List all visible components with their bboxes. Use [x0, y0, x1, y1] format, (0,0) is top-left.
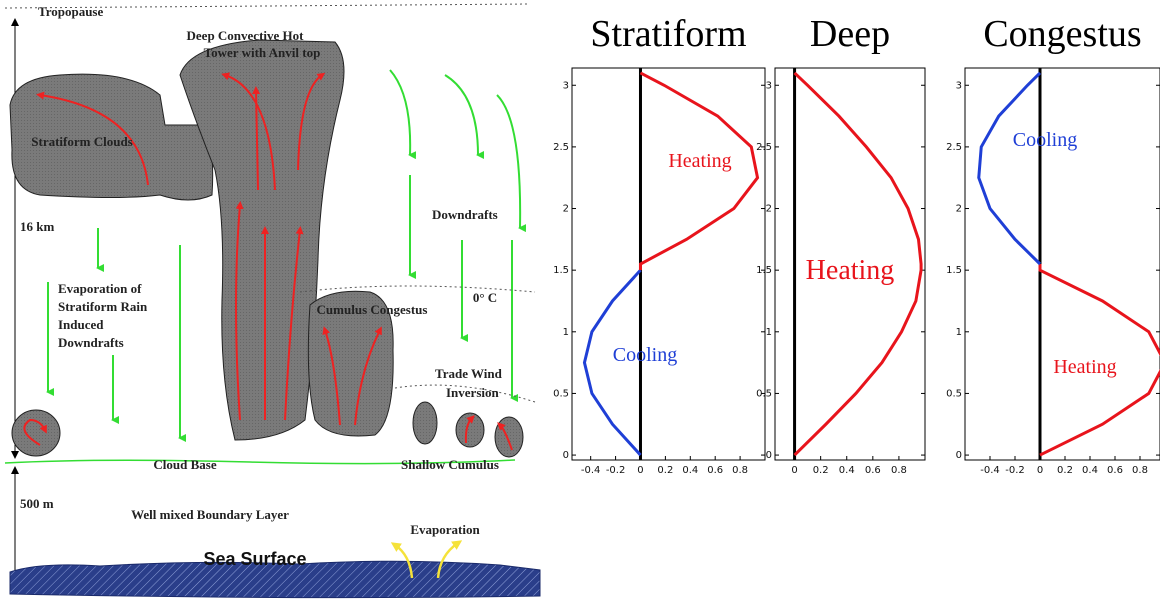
diagram-label: Evaporation	[410, 522, 480, 537]
diagram-label: Stratiform Clouds	[31, 134, 132, 149]
x-tick-label: 0.2	[657, 465, 673, 476]
y-tick-label: 0	[956, 450, 962, 461]
diagram-label: Evaporation of	[58, 281, 142, 296]
diagram-label: Sea Surface	[203, 549, 306, 569]
y-tick-label: 3	[563, 80, 569, 91]
diagram-label: Tropopause	[38, 4, 103, 19]
diagram-label: Shallow Cumulus	[401, 457, 499, 472]
y-tick-label: 1	[956, 327, 962, 338]
x-tick-label: 0.8	[732, 465, 748, 476]
profile-panels: Stratiform 0 0.5 1 1.5 2 2.5 3 -0.4 -0.2 0 0.2 0.4 0.…	[553, 13, 1160, 476]
panel-title: Congestus	[983, 13, 1141, 55]
y-tick-label: 1.5	[553, 265, 569, 276]
y-tick-label: 2	[563, 204, 569, 215]
annotation: Cooling	[613, 344, 677, 366]
annotation: Cooling	[1013, 129, 1077, 151]
panel: Congestus 0 0.5 1 1.5 2 2.5 3 -0.4 -0.2 0 0.2 0.4 0.6…	[946, 13, 1160, 476]
x-tick-label: 0.8	[1132, 465, 1148, 476]
x-tick-label: -0.4	[581, 465, 601, 476]
x-tick-label: 0.2	[813, 465, 829, 476]
diagram-label: Stratiform Rain	[58, 299, 148, 314]
diagram-label: Induced	[58, 317, 104, 332]
x-tick-label: 0	[1037, 465, 1043, 476]
annotation: Heating	[1053, 356, 1116, 378]
y-tick-label: 2.5	[946, 142, 962, 153]
y-tick-label: 0.5	[756, 388, 772, 399]
y-tick-label: 0	[563, 450, 569, 461]
x-tick-label: 0.4	[839, 465, 855, 476]
y-tick-label: 1.5	[946, 265, 962, 276]
diagram-label: Downdrafts	[58, 335, 124, 350]
y-tick-label: 1	[766, 327, 772, 338]
diagram-label: Inversion	[446, 385, 500, 400]
annotation: Heating	[806, 255, 895, 286]
x-tick-label: -0.2	[1005, 465, 1025, 476]
x-tick-label: 0	[637, 465, 643, 476]
shallow-cloud	[456, 413, 484, 447]
shallow-cloud	[495, 417, 523, 457]
x-tick-label: 0.8	[891, 465, 907, 476]
diagram-label: Well mixed Boundary Layer	[131, 507, 289, 522]
x-tick-label: 0.6	[1107, 465, 1123, 476]
y-tick-label: 0.5	[553, 388, 569, 399]
panel: Stratiform 0 0.5 1 1.5 2 2.5 3 -0.4 -0.2 0 0.2 0.4 0.…	[553, 13, 765, 476]
annotation: Heating	[668, 150, 731, 172]
y-tick-label: 2	[766, 204, 772, 215]
diagram-label: 0° C	[473, 290, 497, 305]
y-tick-label: 2.5	[756, 142, 772, 153]
x-tick-label: 0.6	[707, 465, 723, 476]
page: Tropopause Deep Convective Hot Tower with …	[0, 0, 1160, 602]
y-tick-label: 0	[766, 450, 772, 461]
x-tick-label: 0.4	[1082, 465, 1098, 476]
y-tick-label: 0.5	[946, 388, 962, 399]
diagram-label: Cumulus Congestus	[317, 302, 428, 317]
shallow-cloud	[413, 402, 437, 444]
diagram-label: 16 km	[20, 219, 54, 234]
profile-line	[979, 73, 1040, 264]
diagram-label: Deep Convective Hot	[187, 28, 305, 43]
y-tick-label: 2	[956, 204, 962, 215]
x-tick-label: 0	[791, 465, 797, 476]
panel-title: Deep	[810, 13, 890, 55]
diagram-label: Trade Wind	[435, 366, 503, 381]
x-tick-label: -0.4	[980, 465, 1000, 476]
curves	[584, 68, 757, 460]
panel: Deep 0 0.5 1 1.5 2 2.5 3 0 0.2 0.4 0.6 0.8 Heating	[756, 13, 925, 476]
diagram-label: Tower with Anvil top	[204, 45, 321, 60]
freezing-line	[300, 286, 535, 292]
panel-title: Stratiform	[590, 13, 746, 55]
y-tick-label: 3	[766, 80, 772, 91]
y-tick-label: 3	[956, 80, 962, 91]
figure: Tropopause Deep Convective Hot Tower with …	[0, 0, 1160, 602]
x-tick-label: 0.6	[865, 465, 881, 476]
y-tick-label: 2.5	[553, 142, 569, 153]
y-tick-label: 1.5	[756, 265, 772, 276]
y-tick-label: 1	[563, 327, 569, 338]
diagram-label: Cloud Base	[153, 457, 216, 472]
diagram-label: Downdrafts	[432, 207, 498, 222]
diagram-label: 500 m	[20, 496, 54, 511]
x-tick-label: 0.4	[682, 465, 698, 476]
x-tick-label: -0.2	[606, 465, 626, 476]
x-tick-label: 0.2	[1057, 465, 1073, 476]
small-cloud	[12, 410, 60, 456]
curves	[979, 68, 1160, 460]
plot-frame	[572, 68, 765, 460]
